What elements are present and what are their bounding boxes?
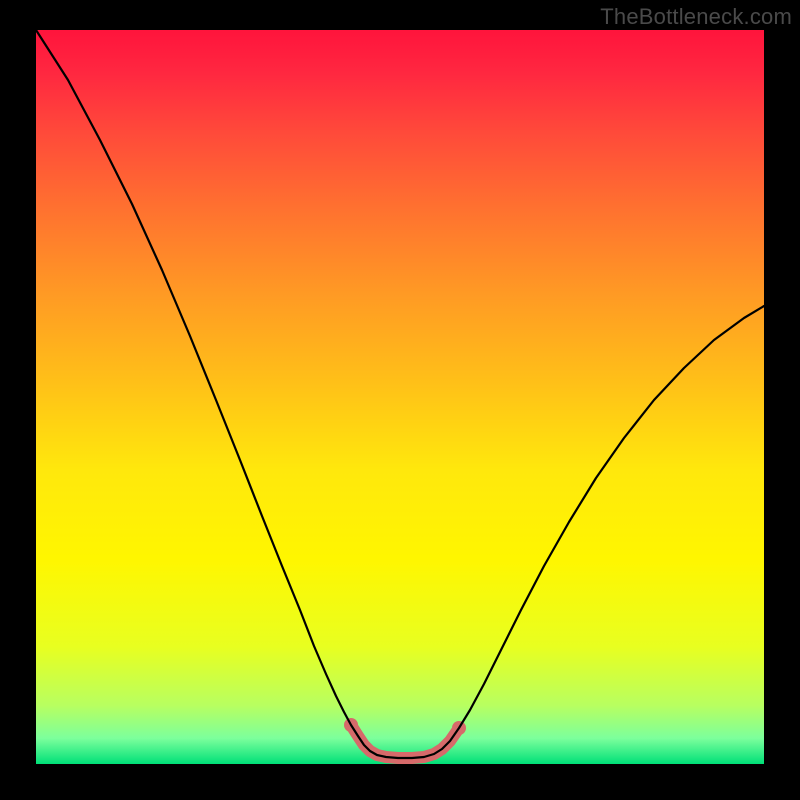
watermark-text: TheBottleneck.com xyxy=(600,4,792,30)
chart-frame: TheBottleneck.com xyxy=(0,0,800,800)
bottleneck-highlight xyxy=(351,725,459,758)
curve-layer xyxy=(0,0,800,800)
bottleneck-curve xyxy=(36,30,764,758)
